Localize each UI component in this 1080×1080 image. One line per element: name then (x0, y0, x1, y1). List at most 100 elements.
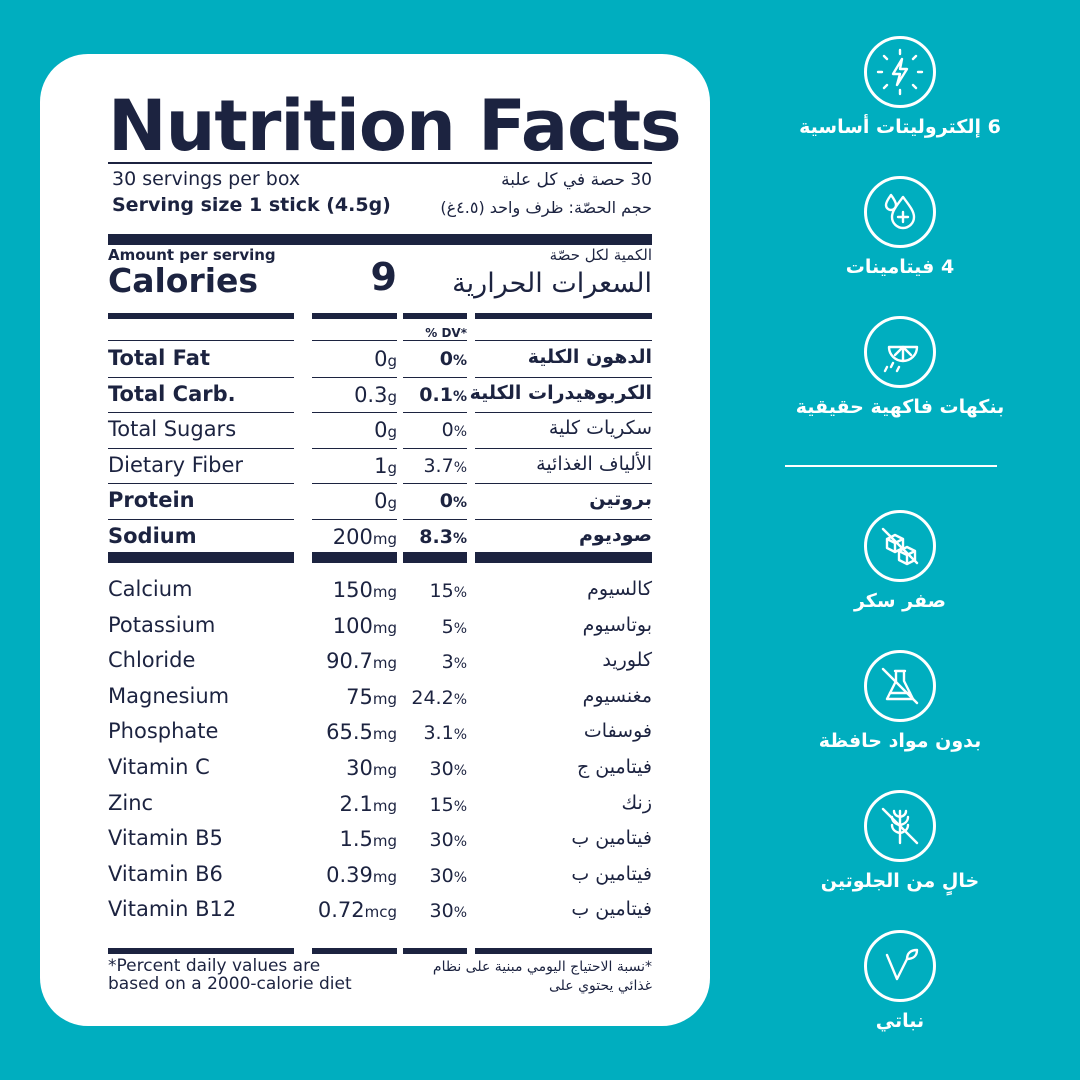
row-rule (475, 483, 652, 484)
mineral-name-ar: فيتامين ج (576, 756, 652, 778)
nutrient-name: Protein (108, 488, 195, 512)
value-unit: % (453, 905, 467, 921)
value-unit: % (453, 585, 467, 601)
row-rule (475, 519, 652, 520)
value-unit: g (387, 352, 397, 370)
nutrient-name: Dietary Fiber (108, 453, 244, 477)
value-unit: % (453, 621, 467, 637)
value-number: 0 (439, 348, 453, 370)
feature-label: خالٍ من الجلوتين (820, 870, 980, 892)
value-number: 3 (441, 651, 454, 673)
section-rule (475, 313, 652, 319)
serving-size-value: 1 stick (4.5g) (248, 194, 391, 216)
value-number: 100 (332, 614, 373, 638)
nutrient-amount: 0g (312, 349, 397, 370)
nutrient-dv: 0% (403, 350, 467, 369)
value-number: 150 (332, 578, 373, 602)
value-number: 3.1 (423, 722, 454, 744)
value-unit: % (453, 692, 467, 708)
feature-gluten-free: خالٍ من الجلوتين (780, 790, 1020, 891)
amount-per-serving-ar: الكمية لكل حصّة (549, 246, 652, 264)
feature-label: 4 فيتامينات (845, 256, 955, 278)
thick-rule-middle (312, 552, 397, 563)
section-rule (108, 313, 294, 319)
value-unit: mg (372, 654, 397, 672)
mineral-amount: 0.72mcg (312, 900, 397, 921)
value-unit: g (387, 388, 397, 406)
vegan-leaf-icon (864, 930, 936, 1002)
nutrient-name-ar: الألياف الغذائية (536, 453, 652, 475)
servings-en: 30 servings per box (112, 168, 301, 190)
value-number: 30 (429, 829, 454, 851)
mineral-amount: 2.1mg (312, 794, 397, 815)
value-number: 0 (441, 419, 454, 441)
value-number: 0.3 (354, 383, 388, 407)
mineral-name: Magnesium (108, 684, 230, 708)
value-number: 0 (374, 418, 388, 442)
section-rule-bottom (312, 948, 397, 954)
mineral-name: Vitamin C (108, 755, 210, 779)
value-number: 24.2 (411, 687, 454, 709)
feature-label: نباتي (875, 1010, 925, 1032)
row-rule (403, 412, 467, 413)
feature-zero-sugar: صفر سكر (780, 510, 1020, 611)
row-rule (312, 448, 397, 449)
nutrient-amount: 1g (312, 456, 397, 477)
row-rule (108, 448, 294, 449)
value-unit: % (453, 460, 467, 476)
row-rule (475, 412, 652, 413)
row-rule (403, 340, 467, 341)
value-unit: % (453, 834, 467, 850)
footnote-en-line-1: *Percent daily values are (108, 956, 321, 976)
nutrient-name-ar: بروتين (589, 488, 652, 510)
value-number: 90.7 (326, 649, 373, 673)
value-number: 30 (346, 756, 373, 780)
value-unit: % (453, 799, 467, 815)
mineral-name: Phosphate (108, 719, 219, 743)
value-number: 8.3 (419, 526, 453, 548)
value-number: 30 (429, 758, 454, 780)
row-rule (403, 377, 467, 378)
nutrient-name: Total Fat (108, 346, 211, 370)
footnote-ar-line-1: *نسبة الاحتياج اليومي مبنية على نظام (432, 959, 652, 975)
calories-label: Calories (108, 261, 259, 300)
row-rule (312, 519, 397, 520)
feature-real-fruit: بنكهات فاكهية حقيقية (780, 316, 1020, 417)
value-number: 0 (374, 489, 388, 513)
row-rule (312, 412, 397, 413)
nutrition-label-panel (40, 54, 710, 1026)
mineral-name: Chloride (108, 648, 196, 672)
feature-label: بنكهات فاكهية حقيقية (795, 396, 1005, 418)
mineral-dv: 30% (403, 829, 468, 851)
value-unit: % (453, 424, 467, 440)
value-unit: mg (372, 725, 397, 743)
mineral-amount: 75mg (312, 687, 397, 708)
section-rule-bottom (403, 948, 467, 954)
feature-label: صفر سكر (853, 590, 947, 612)
mineral-dv: 5% (403, 618, 467, 637)
no-preservatives-flask-icon (864, 650, 936, 722)
mineral-name-ar: فيتامين ب (571, 863, 652, 885)
value-unit: % (453, 656, 467, 672)
calories-value: 9 (370, 255, 397, 299)
row-rule (312, 340, 397, 341)
mineral-dv: 15% (403, 582, 468, 601)
value-number: 2.1 (339, 792, 373, 816)
mineral-name-ar: فيتامين ب (571, 827, 652, 849)
value-number: 75 (346, 685, 373, 709)
row-rule (403, 519, 467, 520)
serving-size-en: Serving size 1 stick (4.5g) (112, 196, 391, 215)
lightning-icon (864, 36, 936, 108)
mineral-name: Calcium (108, 577, 193, 601)
mineral-dv: 30% (403, 758, 468, 780)
value-unit: g (387, 423, 397, 441)
value-unit: g (387, 459, 397, 477)
amount-per-serving-en: Amount per serving (108, 246, 276, 264)
value-number: 0.1 (419, 384, 453, 406)
row-rule (108, 340, 294, 341)
nutrient-amount: 200mg (312, 527, 397, 548)
nutrition-title: Nutrition Facts (108, 85, 682, 167)
value-number: 30 (429, 865, 454, 887)
footnote-ar: *نسبة الاحتياج اليومي مبنية على نظام غذائ… (372, 958, 652, 996)
footnote-ar-line-2: غذائي يحتوي على (548, 978, 652, 994)
